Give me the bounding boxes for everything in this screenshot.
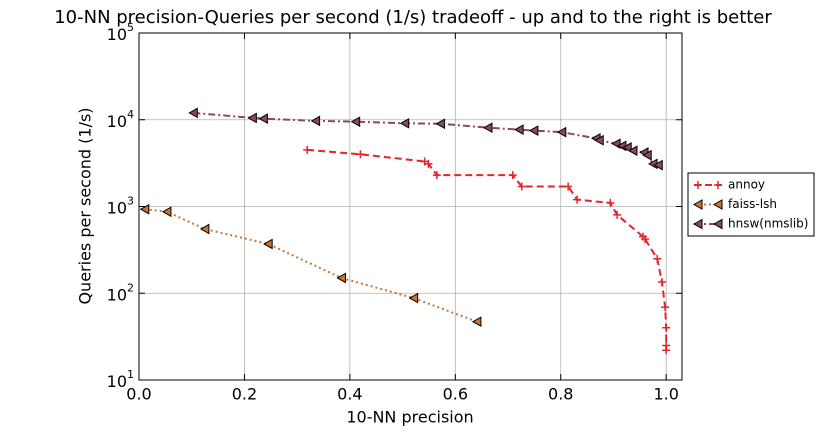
marker	[661, 303, 670, 312]
legend-marker	[714, 181, 722, 189]
legend-label: faiss-lsh	[728, 197, 777, 211]
marker	[263, 238, 273, 250]
series-line	[307, 148, 668, 351]
y-axis-label: Queries per second (1/s)	[76, 107, 95, 304]
marker	[517, 182, 526, 191]
marker	[258, 113, 268, 124]
legend-label: hnsw(nmslib)	[728, 217, 808, 231]
marker	[336, 272, 346, 284]
marker	[564, 182, 573, 191]
marker	[408, 292, 419, 304]
marker	[482, 122, 493, 134]
legend-marker	[692, 218, 703, 230]
x-tick-label: 0.4	[337, 385, 362, 404]
marker	[356, 150, 365, 159]
x-tick-label: 0.6	[443, 385, 468, 404]
marker	[350, 116, 361, 128]
x-tick-label: 0.0	[126, 385, 151, 404]
marker	[161, 206, 172, 218]
x-tick-label: 1.0	[653, 385, 678, 404]
marker	[435, 118, 446, 130]
plot-frame	[138, 32, 683, 381]
marker	[188, 107, 198, 119]
marker	[613, 210, 622, 219]
marker	[199, 223, 210, 235]
marker	[471, 316, 482, 328]
legend-label: annoy	[728, 178, 765, 192]
marker	[662, 323, 671, 332]
x-tick-label: 0.2	[232, 385, 257, 404]
marker	[424, 159, 433, 168]
y-tick-label: 101	[107, 368, 134, 391]
series-line	[144, 208, 478, 323]
x-axis-label: 10-NN precision	[346, 408, 473, 427]
marker	[657, 277, 666, 286]
chart-title: 10-NN precision-Queries per second (1/s)…	[54, 7, 772, 28]
marker	[139, 203, 150, 215]
marker	[528, 125, 539, 136]
y-tick-label: 102	[107, 281, 134, 304]
marker	[594, 134, 604, 146]
y-tick-label: 103	[107, 195, 134, 218]
marker	[662, 346, 671, 355]
legend-marker	[692, 199, 703, 210]
y-tick-label: 105	[107, 21, 134, 44]
marker	[641, 235, 650, 244]
x-tick-label: 0.8	[548, 385, 573, 404]
marker	[247, 112, 257, 124]
marker	[573, 195, 582, 204]
marker	[606, 198, 615, 207]
marker	[508, 171, 517, 180]
legend-marker	[712, 199, 723, 210]
marker	[627, 145, 638, 157]
marker	[514, 124, 524, 135]
marker	[556, 126, 567, 138]
marker	[653, 159, 663, 171]
legend-marker	[694, 181, 702, 189]
marker	[399, 117, 410, 129]
marker	[310, 115, 321, 127]
marker	[622, 142, 632, 153]
marker	[642, 149, 652, 161]
marker	[303, 145, 312, 154]
y-tick-label: 104	[107, 108, 134, 131]
legend-marker	[712, 218, 723, 230]
marker	[653, 254, 662, 263]
marker	[432, 171, 441, 180]
